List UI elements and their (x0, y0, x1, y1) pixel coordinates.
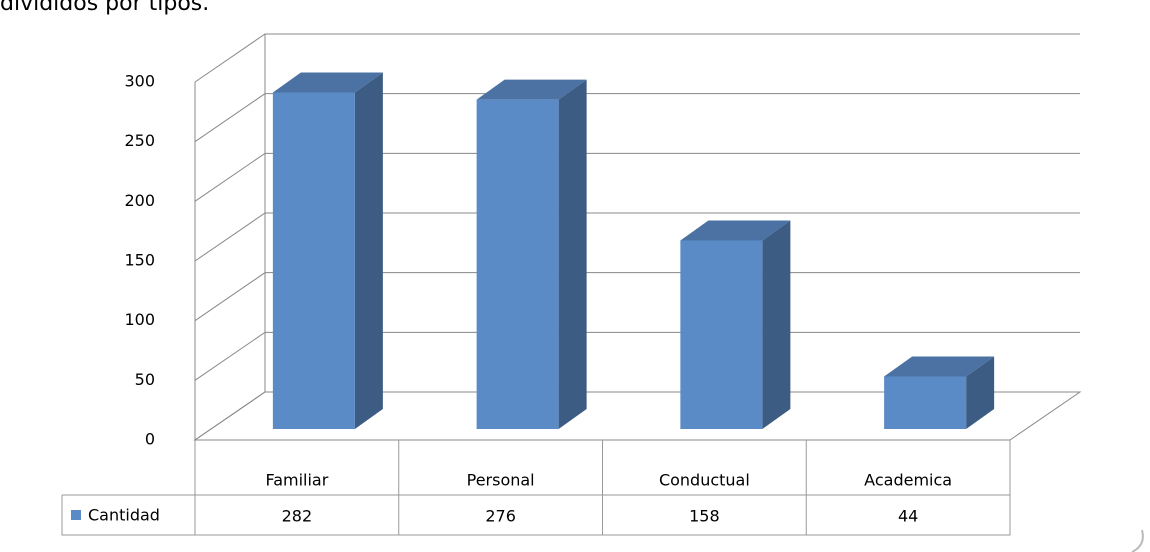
x-tick-label: Academica (864, 471, 952, 490)
grid-line (194, 212, 1080, 262)
bar-side (966, 356, 995, 429)
frame-corner (1131, 529, 1144, 552)
y-tick-label: 200 (124, 191, 155, 210)
x-tick-label: Conductual (659, 471, 750, 490)
table-value: 44 (898, 507, 918, 526)
bar-top (476, 79, 587, 100)
bar-side (558, 79, 587, 429)
legend-label: Cantidad (88, 506, 160, 525)
bar (272, 92, 355, 429)
bar-side (354, 72, 383, 429)
y-tick-label: 300 (124, 72, 155, 91)
bar-side (762, 220, 791, 429)
y-tick-label: 50 (135, 370, 155, 389)
y-tick-label: 0 (145, 430, 155, 449)
table-value: 276 (485, 507, 516, 526)
table-value: 158 (689, 507, 720, 526)
bar-top (272, 72, 383, 93)
grid-line (194, 93, 1080, 143)
y-tick-label: 250 (124, 131, 155, 150)
grid-line (194, 391, 1080, 441)
bar (884, 376, 967, 429)
caption: divididos por tipos. (0, 0, 209, 16)
grid-line (194, 272, 1080, 322)
bar (680, 240, 763, 429)
bar (476, 99, 559, 429)
bar-top (680, 220, 791, 241)
legend-key (71, 510, 81, 520)
x-tick-label: Personal (467, 471, 535, 490)
table-grid (61, 440, 1011, 536)
grid-line (194, 331, 1080, 381)
table-value: 282 (282, 507, 313, 526)
grid-line (194, 33, 1080, 83)
y-tick-label: 150 (124, 251, 155, 270)
bar-top (884, 356, 995, 377)
x-tick-label: Familiar (265, 471, 328, 490)
grid-line (194, 152, 1080, 202)
y-tick-label: 100 (124, 310, 155, 329)
